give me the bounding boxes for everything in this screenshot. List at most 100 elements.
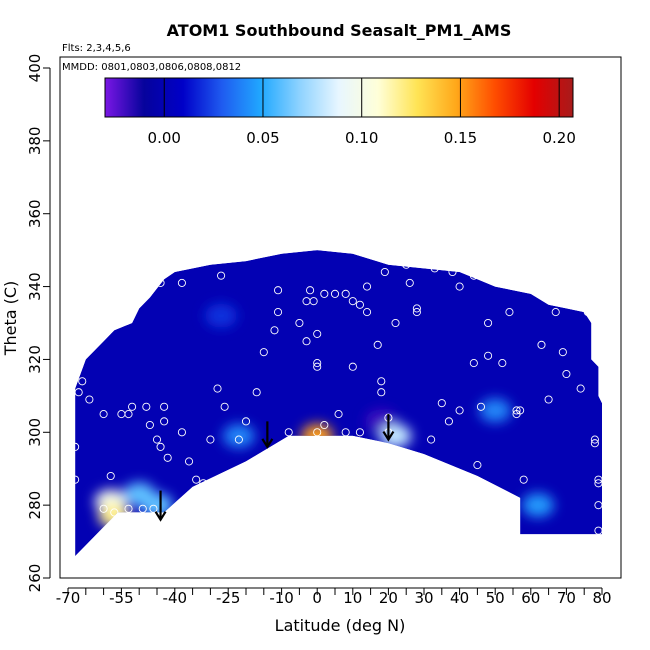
sample-point: [498, 359, 507, 368]
x-tick-label: -70: [56, 589, 81, 607]
sample-point: [469, 271, 478, 280]
y-tick-label: 380: [26, 127, 44, 156]
sample-point: [380, 267, 389, 277]
sample-point: [594, 526, 603, 535]
y-tick-label: 360: [26, 199, 44, 228]
x-tick-label: 20: [379, 589, 398, 607]
sample-point: [99, 504, 108, 513]
field-feature: [379, 423, 412, 448]
sample-point: [355, 300, 364, 309]
sample-point: [427, 435, 436, 444]
x-tick-label: 30: [414, 589, 433, 607]
flights-note: Flts: 2,3,4,5,6: [62, 43, 131, 54]
sample-point: [259, 348, 268, 357]
sample-point: [505, 308, 514, 317]
sample-point: [544, 395, 553, 404]
sample-points: [71, 260, 603, 535]
sample-point: [377, 377, 386, 386]
down-arrow: [154, 490, 167, 522]
sample-point: [206, 435, 215, 444]
x-tick-label: 40: [450, 589, 469, 607]
sample-point: [437, 399, 446, 408]
heatmap-field: [75, 250, 603, 557]
down-arrow: [261, 421, 274, 449]
sample-point: [273, 286, 283, 295]
sample-point: [484, 351, 493, 360]
sample-point: [156, 278, 165, 287]
sample-point: [309, 297, 318, 306]
arrows: [154, 414, 395, 522]
sample-point: [99, 410, 108, 419]
sample-point: [412, 304, 421, 313]
sample-point: [519, 475, 528, 484]
y-tick-label: 320: [26, 345, 44, 374]
sample-point: [484, 318, 493, 328]
sample-point: [163, 453, 172, 462]
sample-point: [419, 461, 429, 470]
sample-point: [106, 471, 115, 481]
y-axis-label: Theta (C): [1, 281, 20, 357]
sample-point: [537, 340, 546, 349]
sample-point: [469, 359, 478, 368]
sample-point: [85, 395, 94, 404]
sample-point: [594, 501, 603, 510]
sample-point: [391, 318, 400, 328]
sample-point: [334, 410, 343, 419]
sample-point: [241, 417, 251, 426]
y-axis: 260 280 300 320 340 360 380 400: [26, 54, 51, 592]
sample-point: [192, 475, 201, 484]
sample-point: [302, 337, 311, 346]
sample-point: [220, 402, 229, 411]
sample-point: [160, 402, 169, 411]
sample-point: [177, 428, 186, 437]
sample-point: [273, 308, 283, 317]
sample-point: [402, 260, 411, 269]
sample-point: [295, 318, 304, 328]
sample-point: [551, 308, 560, 317]
sample-point: [476, 402, 486, 411]
sample-point: [138, 504, 147, 513]
x-tick-label: -55: [109, 589, 134, 607]
sample-point: [583, 308, 592, 317]
sample-point: [455, 406, 464, 415]
sample-point: [590, 439, 599, 448]
sample-point: [306, 286, 315, 295]
sample-point: [362, 282, 372, 291]
x-tick-label: 70: [557, 589, 576, 607]
x-tick-label: 80: [592, 589, 611, 607]
plot-frame: [59, 56, 622, 579]
x-axis-label: Latitude (deg N): [275, 616, 406, 635]
sample-point: [362, 308, 372, 317]
sample-point: [78, 377, 87, 386]
x-tick-label: -40: [163, 589, 188, 607]
sample-point: [71, 475, 80, 484]
sample-point: [313, 359, 322, 368]
sample-point: [348, 297, 357, 306]
sample-point: [128, 402, 137, 411]
field-feature: [123, 482, 156, 507]
sample-point: [341, 428, 350, 437]
sample-point: [313, 428, 322, 437]
sample-point: [110, 508, 119, 517]
sample-point: [373, 340, 382, 349]
x-tick-label: 60: [521, 589, 540, 607]
sample-point: [74, 388, 83, 397]
colorbar-tick-label: 0.15: [444, 129, 477, 147]
sample-point: [149, 504, 158, 513]
sample-point: [330, 289, 340, 298]
x-tick-label: 10: [343, 589, 362, 607]
sample-point: [124, 410, 133, 419]
sample-point: [313, 329, 322, 338]
colorbar-gradient: [104, 77, 574, 118]
sample-point: [455, 282, 464, 291]
colorbar-tick-label: 0.00: [148, 129, 181, 147]
sample-point: [313, 362, 322, 371]
sample-point: [355, 428, 364, 437]
sample-point: [594, 479, 603, 488]
field-feature: [205, 303, 238, 328]
arrow-head: [261, 438, 274, 449]
sample-point: [362, 442, 372, 451]
arrow-head: [382, 430, 395, 442]
colorbar-tick-label: 0.20: [542, 129, 575, 147]
sample-point: [448, 267, 457, 277]
